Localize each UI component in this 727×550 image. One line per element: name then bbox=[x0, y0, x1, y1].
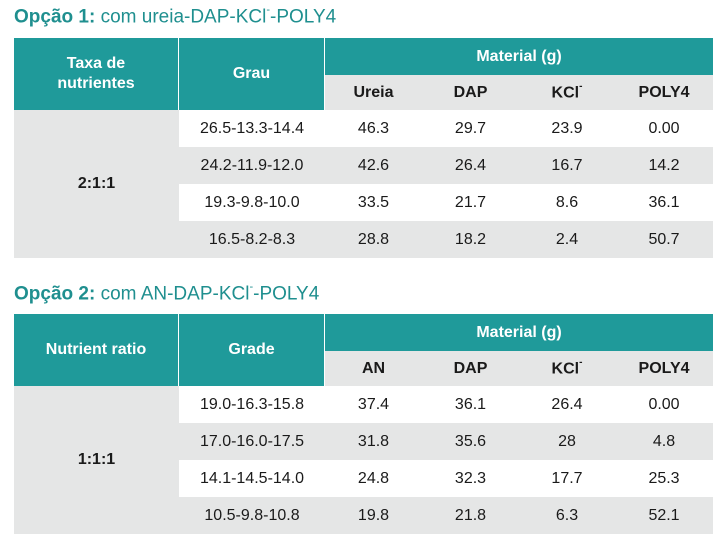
table-cell: 37.4 bbox=[325, 386, 422, 423]
option1-label: Opção 1: bbox=[14, 6, 96, 28]
table-cell: 14.2 bbox=[615, 147, 714, 184]
option2-label: Opção 2: bbox=[14, 283, 96, 305]
option1-heading: Opção 1: com ureia-DAP-KCl--POLY4 bbox=[14, 4, 337, 28]
material-header: Material (g) bbox=[325, 314, 714, 351]
table-cell: 21.8 bbox=[422, 497, 519, 534]
option2-heading: Opção 2: com AN-DAP-KCl--POLY4 bbox=[14, 281, 320, 305]
col-ureia-header: Ureia bbox=[325, 75, 422, 110]
col-poly4-header: POLY4 bbox=[615, 75, 714, 110]
table-cell: 25.3 bbox=[615, 460, 714, 497]
option2-title-sup: - bbox=[249, 281, 254, 293]
table-cell: 36.1 bbox=[615, 184, 714, 221]
table-cell: 23.9 bbox=[519, 110, 615, 147]
table-cell: 14.1-14.5-14.0 bbox=[179, 460, 325, 497]
table-cell: 42.6 bbox=[325, 147, 422, 184]
table-cell: 8.6 bbox=[519, 184, 615, 221]
grade-header: Grau bbox=[179, 38, 325, 110]
option2-table: Nutrient ratio Grade Material (g) AN DAP… bbox=[14, 314, 714, 534]
option1-table: Taxa de nutrientes Grau Material (g) Ure… bbox=[14, 38, 714, 258]
option2-title: com AN-DAP-KCl bbox=[95, 283, 250, 305]
table-cell: 0.00 bbox=[615, 110, 714, 147]
table-cell: 50.7 bbox=[615, 221, 714, 258]
table-cell: 46.3 bbox=[325, 110, 422, 147]
table-cell: 17.7 bbox=[519, 460, 615, 497]
table-cell: 0.00 bbox=[615, 386, 714, 423]
table-cell: 16.7 bbox=[519, 147, 615, 184]
table-cell: 28.8 bbox=[325, 221, 422, 258]
col-kcl-header: KCl- bbox=[519, 351, 615, 386]
col-dap-header: DAP bbox=[422, 75, 519, 110]
material-header: Material (g) bbox=[325, 38, 714, 75]
table-cell: 2.4 bbox=[519, 221, 615, 258]
table-cell: 28 bbox=[519, 423, 615, 460]
table-cell: 17.0-16.0-17.5 bbox=[179, 423, 325, 460]
table-cell: 24.8 bbox=[325, 460, 422, 497]
table-cell: 6.3 bbox=[519, 497, 615, 534]
table-cell: 35.6 bbox=[422, 423, 519, 460]
ratio-cell: 1:1:1 bbox=[14, 386, 179, 534]
table-cell: 32.3 bbox=[422, 460, 519, 497]
table-cell: 36.1 bbox=[422, 386, 519, 423]
table-cell: 19.3-9.8-10.0 bbox=[179, 184, 325, 221]
table-cell: 16.5-8.2-8.3 bbox=[179, 221, 325, 258]
table-cell: 26.5-13.3-14.4 bbox=[179, 110, 325, 147]
table-cell: 4.8 bbox=[615, 423, 714, 460]
table-cell: 26.4 bbox=[519, 386, 615, 423]
col-an-header: AN bbox=[325, 351, 422, 386]
table-cell: 31.8 bbox=[325, 423, 422, 460]
table-cell: 24.2-11.9-12.0 bbox=[179, 147, 325, 184]
option2-title-suffix: -POLY4 bbox=[253, 283, 320, 305]
table-cell: 18.2 bbox=[422, 221, 519, 258]
option1-title-sup: - bbox=[266, 4, 271, 16]
table-cell: 29.7 bbox=[422, 110, 519, 147]
col-dap-header: DAP bbox=[422, 351, 519, 386]
table-cell: 19.0-16.3-15.8 bbox=[179, 386, 325, 423]
grade-header: Grade bbox=[179, 314, 325, 386]
col-poly4-header: POLY4 bbox=[615, 351, 714, 386]
table-cell: 26.4 bbox=[422, 147, 519, 184]
table-cell: 21.7 bbox=[422, 184, 519, 221]
table-cell: 19.8 bbox=[325, 497, 422, 534]
table-cell: 33.5 bbox=[325, 184, 422, 221]
ratio-header: Taxa de nutrientes bbox=[14, 38, 179, 110]
col-kcl-header: KCl- bbox=[519, 75, 615, 110]
ratio-header: Nutrient ratio bbox=[14, 314, 179, 386]
option1-title-suffix: -POLY4 bbox=[270, 6, 337, 28]
option1-title: com ureia-DAP-KCl bbox=[95, 6, 267, 28]
ratio-cell: 2:1:1 bbox=[14, 110, 179, 258]
table-cell: 10.5-9.8-10.8 bbox=[179, 497, 325, 534]
table-cell: 52.1 bbox=[615, 497, 714, 534]
